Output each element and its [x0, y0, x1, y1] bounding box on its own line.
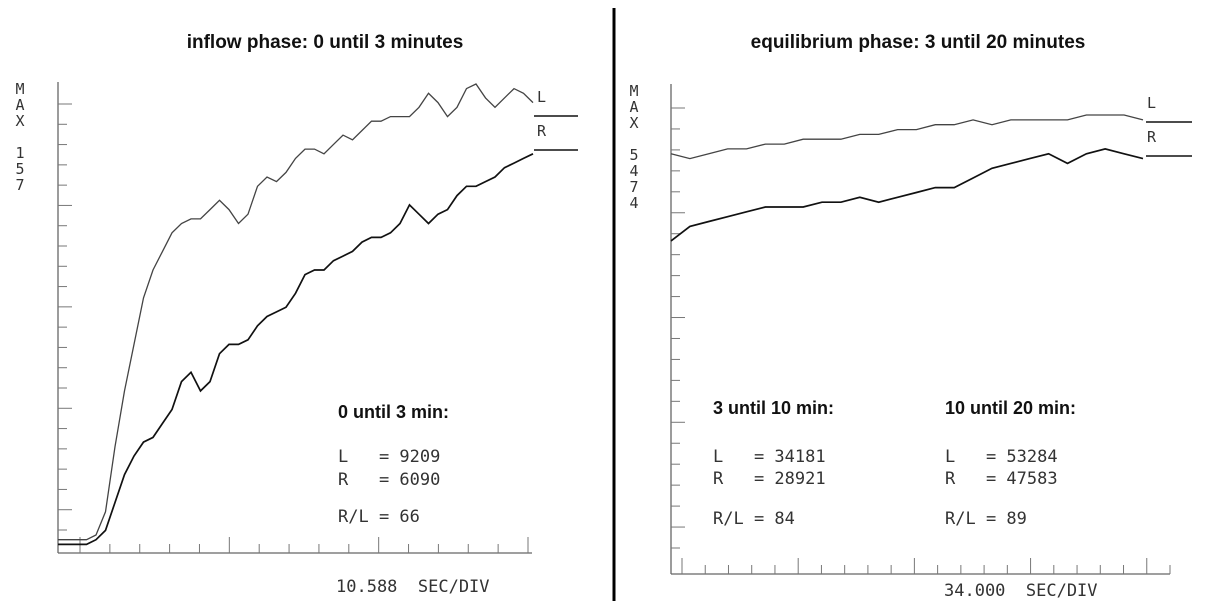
left-x-ticks: [79, 537, 529, 553]
right-y-label-char: X: [629, 114, 638, 132]
left-y-axis-label: MAX 157: [15, 80, 24, 194]
right-trace-l: [670, 114, 1144, 160]
right-x-ticks: [681, 558, 1171, 574]
left-chart-title: inflow phase: 0 until 3 minutes: [187, 32, 464, 53]
right-marker-r: R: [1147, 128, 1157, 146]
left-marker-l: L: [537, 88, 546, 106]
right-chart-title: equilibrium phase: 3 until 20 minutes: [751, 32, 1086, 53]
left-traces: [58, 83, 534, 546]
right-stats-l-1: L = 34181: [713, 447, 826, 467]
left-y-label-char: 7: [15, 176, 24, 194]
left-y-label-char: 1: [15, 144, 24, 162]
left-stats-l: L = 9209: [338, 447, 440, 467]
left-y-ticks: [58, 103, 72, 531]
right-y-label-char: A: [629, 98, 638, 116]
right-y-label-char: M: [629, 82, 638, 100]
right-stats-l-2: L = 53284: [945, 447, 1058, 467]
left-y-label-char: X: [15, 112, 24, 130]
left-x-axis-label: 10.588 SEC/DIV: [336, 577, 490, 597]
right-y-ticks: [671, 107, 685, 549]
left-stats-ratio: R/L = 66: [338, 507, 420, 527]
left-end-markers: LR: [534, 88, 578, 151]
left-y-label-char: 5: [15, 160, 24, 178]
left-trace-r: [58, 153, 534, 546]
left-y-label-char: A: [15, 96, 24, 114]
right-stats-header-1: 3 until 10 min:: [713, 398, 834, 418]
right-y-label-char: 7: [629, 178, 638, 196]
left-trace-l: [58, 83, 534, 541]
right-traces: [670, 114, 1144, 242]
right-y-label-char: 4: [629, 162, 638, 180]
right-panel: equilibrium phase: 3 until 20 minutes MA…: [629, 32, 1192, 601]
left-stats-r: R = 6090: [338, 470, 440, 490]
left-marker-r: R: [537, 122, 547, 140]
right-marker-l: L: [1147, 94, 1156, 112]
right-stats-ratio-1: R/L = 84: [713, 509, 795, 529]
right-stats-header-2: 10 until 20 min:: [945, 398, 1076, 418]
right-end-markers: LR: [1146, 94, 1192, 157]
right-stats-ratio-2: R/L = 89: [945, 509, 1027, 529]
left-y-label-char: M: [15, 80, 24, 98]
right-stats-r-2: R = 47583: [945, 469, 1058, 489]
right-y-label-char: 5: [629, 146, 638, 164]
right-trace-r: [670, 148, 1144, 242]
left-stats-header: 0 until 3 min:: [338, 402, 449, 422]
right-x-axis-label: 34.000 SEC/DIV: [944, 581, 1098, 601]
left-panel: inflow phase: 0 until 3 minutes MAX 157 L…: [15, 32, 578, 597]
right-y-label-char: 4: [629, 194, 638, 212]
right-stats-r-1: R = 28921: [713, 469, 826, 489]
